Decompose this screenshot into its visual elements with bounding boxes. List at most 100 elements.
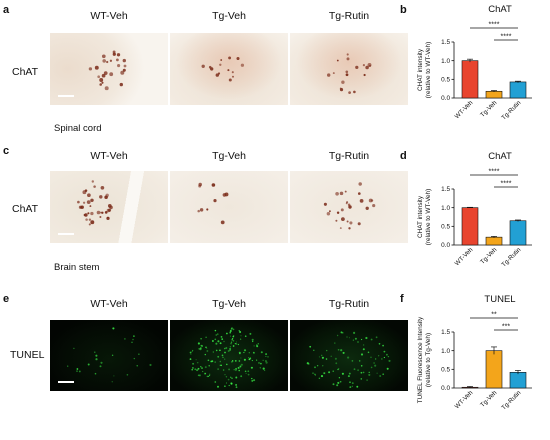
- fluorescent-cell: [94, 351, 96, 353]
- fluorescent-cell: [314, 373, 316, 376]
- stained-cell: [109, 59, 113, 62]
- fluorescent-cell: [231, 377, 233, 380]
- fluorescent-cell: [243, 351, 245, 354]
- significance-label: ***: [502, 324, 510, 331]
- fluorescent-cell: [256, 345, 259, 348]
- fluorescent-cell: [362, 344, 365, 346]
- fluorescent-cell: [217, 355, 220, 358]
- fluorescent-cell: [360, 353, 364, 356]
- stained-cell: [85, 218, 88, 221]
- fluorescent-cell: [124, 338, 126, 340]
- fluorescent-cell: [238, 360, 241, 362]
- stained-cell: [349, 221, 353, 225]
- stained-cell: [123, 64, 127, 68]
- fluorescent-cell: [353, 368, 356, 371]
- x-tick-label: Tg-Rutin: [500, 389, 522, 411]
- fluorescent-cell: [95, 358, 98, 361]
- fluorescent-cell: [228, 384, 230, 387]
- fluorescent-cell: [229, 335, 231, 337]
- fluorescent-cell: [197, 342, 200, 345]
- fluorescent-cell: [191, 368, 194, 371]
- fluorescent-cell: [230, 342, 232, 345]
- fluorescent-cell: [251, 338, 254, 341]
- stained-cell: [357, 192, 361, 195]
- fluorescent-cell: [220, 336, 223, 338]
- fluorescent-cell: [229, 346, 232, 348]
- row-label-chat-brainstem: ChAT: [12, 203, 39, 215]
- column-header-tg-veh: Tg-Veh: [212, 150, 246, 162]
- fluorescent-cell: [87, 363, 90, 366]
- fluorescent-cell: [215, 349, 218, 352]
- fluorescent-cell: [231, 327, 233, 329]
- fluorescent-cell: [323, 372, 326, 375]
- fluorescent-cell: [342, 332, 344, 334]
- fluorescent-cell: [367, 351, 370, 354]
- fluorescent-cell: [239, 338, 242, 340]
- bar: [509, 372, 527, 389]
- fluorescent-cell: [251, 360, 253, 362]
- fluorescent-cell: [265, 353, 268, 356]
- fluorescent-cell: [138, 353, 140, 355]
- fluorescent-cell: [215, 334, 218, 336]
- micrograph-brainstem-wt-veh: [50, 171, 168, 243]
- fluorescent-cell: [243, 358, 246, 361]
- stained-cell: [336, 59, 339, 62]
- stained-cell: [372, 204, 376, 208]
- fluorescence-speckle: [189, 327, 269, 389]
- fluorescent-cell: [349, 386, 352, 388]
- column-header-wt-veh: WT-Veh: [90, 10, 128, 22]
- fluorescent-cell: [322, 365, 324, 367]
- stained-cell: [224, 192, 229, 197]
- fluorescent-cell: [383, 350, 386, 353]
- stained-cell: [90, 220, 95, 225]
- fluorescent-cell: [382, 373, 385, 376]
- stained-cell: [99, 216, 102, 218]
- stained-cell: [99, 83, 102, 86]
- stained-cell: [341, 80, 345, 84]
- fluorescent-cell: [229, 348, 231, 350]
- fluorescent-cell: [214, 329, 217, 332]
- stained-cell: [327, 73, 331, 77]
- micrograph-spinal-tg-rutin: [290, 33, 408, 105]
- fluorescent-cell: [235, 367, 238, 370]
- fluorescent-cell: [232, 360, 234, 362]
- stained-cell: [88, 67, 93, 71]
- fluorescent-cell: [253, 345, 255, 347]
- significance-label: ****: [501, 34, 512, 41]
- fluorescent-cell: [206, 350, 209, 352]
- significance-label: ****: [501, 181, 512, 188]
- stained-cell: [220, 220, 225, 225]
- stained-cell: [339, 87, 342, 90]
- stained-cell: [101, 81, 104, 84]
- y-axis-label: CHAT intensity: [417, 195, 424, 238]
- x-tick-label: Tg-Veh: [479, 99, 499, 119]
- fluorescent-cell: [95, 354, 98, 357]
- stained-cell: [84, 213, 88, 217]
- fluorescent-cell: [228, 368, 231, 371]
- stained-cell: [365, 65, 369, 70]
- stained-cell: [104, 195, 108, 200]
- fluorescent-cell: [200, 338, 202, 340]
- fluorescent-cell: [235, 369, 237, 372]
- fluorescent-cell: [312, 372, 314, 374]
- fluorescent-cell: [257, 343, 260, 345]
- fluorescent-cell: [227, 378, 230, 381]
- fluorescent-cell: [370, 366, 373, 369]
- fluorescent-cell: [208, 365, 210, 367]
- stained-cell: [336, 211, 340, 215]
- stained-cell: [339, 191, 344, 196]
- fluorescent-cell: [235, 386, 238, 389]
- fluorescent-cell: [335, 362, 338, 365]
- fluorescent-cell: [352, 339, 355, 341]
- fluorescent-cell: [316, 365, 319, 367]
- y-tick-label: 1.0: [441, 205, 450, 212]
- scale-bar: [58, 381, 74, 383]
- stained-cell: [122, 58, 126, 63]
- fluorescent-cell: [204, 373, 206, 375]
- stained-cell: [99, 195, 103, 199]
- fluorescent-cell: [332, 370, 334, 372]
- stained-cell: [106, 208, 111, 213]
- stained-cell: [213, 199, 217, 203]
- stained-cell: [120, 70, 125, 75]
- fluorescent-cell: [358, 360, 361, 362]
